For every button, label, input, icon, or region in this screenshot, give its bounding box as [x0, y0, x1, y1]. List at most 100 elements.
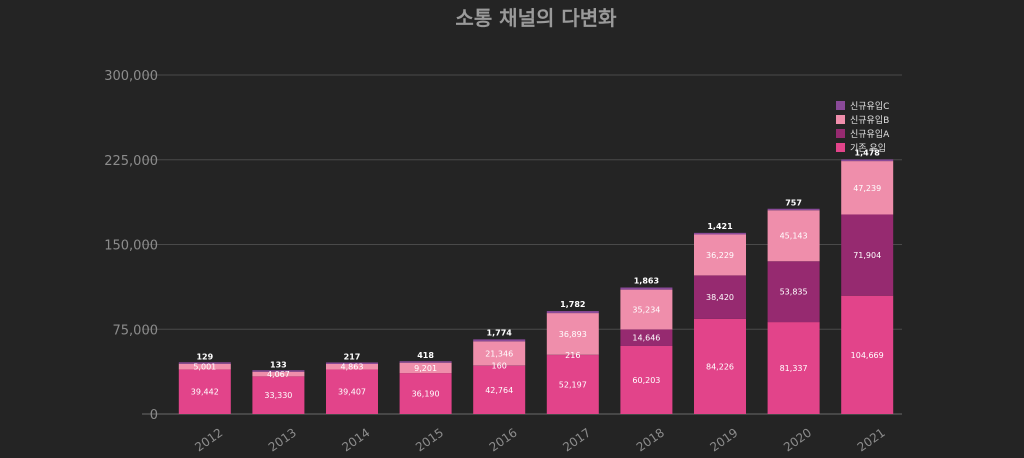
bar-segment [841, 214, 894, 296]
data-label: 36,893 [559, 330, 587, 339]
bars [178, 159, 894, 414]
bar-segment [473, 341, 526, 366]
data-label: 1,782 [560, 300, 585, 309]
legend-label: 신규유입B [850, 114, 889, 126]
data-label: 42,764 [485, 386, 513, 395]
data-labels: 39,4425,00112933,3304,06713339,4074,8632… [191, 148, 884, 400]
data-label: 36,229 [706, 251, 734, 260]
data-label: 9,201 [414, 364, 437, 373]
x-tick-label: 2015 [413, 426, 446, 455]
bar-segment [694, 318, 746, 414]
bar-segment [546, 355, 599, 414]
data-label: 14,646 [632, 334, 660, 343]
data-label: 217 [344, 353, 361, 362]
x-tick-label: 2016 [487, 426, 520, 455]
data-label: 5,001 [193, 363, 216, 372]
y-tick-label: 0 [150, 408, 158, 423]
bar-segment [252, 370, 305, 372]
x-axis: 2012 2013 2014 2015 2016 2017 2018 2019 2020 2021 [192, 426, 887, 455]
data-label: 757 [785, 198, 802, 207]
data-label: 1,774 [487, 328, 513, 337]
data-label: 104,669 [851, 351, 884, 360]
bar-segment [694, 232, 746, 235]
data-label: 36,190 [412, 390, 440, 399]
x-tick-label: 2014 [339, 426, 372, 455]
legend-swatch [836, 143, 845, 152]
chart-title: 소통 채널의 다변화 [455, 6, 617, 30]
data-label: 39,442 [191, 388, 219, 397]
bar-segment [767, 208, 820, 211]
legend: 신규유입C 신규유입B 신규유입A 기존 유입 [836, 100, 890, 154]
data-label: 1,421 [707, 222, 733, 231]
bar-segment [841, 159, 894, 162]
data-label: 60,203 [632, 376, 660, 385]
x-tick-label: 2019 [707, 426, 740, 455]
data-label: 4,067 [267, 370, 290, 379]
y-tick-label: 150,000 [104, 239, 158, 254]
bar-segment [252, 376, 305, 414]
data-label: 84,226 [706, 362, 734, 371]
bar-segment [841, 295, 894, 414]
data-label: 129 [196, 353, 213, 362]
data-label: 52,197 [559, 381, 587, 390]
legend-label: 기존 유입 [850, 142, 886, 154]
x-tick-label: 2017 [560, 426, 593, 455]
data-label: 35,234 [632, 306, 660, 315]
x-tick-label: 2021 [855, 426, 888, 455]
bar-segment [178, 362, 231, 364]
bar-segment [841, 161, 894, 215]
y-tick-label: 300,000 [104, 69, 158, 84]
bar-segment [767, 261, 820, 323]
data-label: 81,337 [780, 364, 808, 373]
data-label: 53,835 [780, 288, 808, 297]
x-tick-label: 2013 [266, 426, 299, 455]
bar-segment [620, 345, 673, 414]
data-label: 418 [417, 351, 434, 360]
bar-segment [546, 313, 599, 355]
bar-segment [399, 361, 452, 363]
data-label: 1,478 [855, 148, 881, 157]
bar-segment [620, 287, 673, 290]
x-tick-label: 2020 [781, 426, 814, 455]
bar-segment [620, 289, 673, 330]
data-label: 71,904 [853, 251, 881, 260]
bar-segment [473, 365, 526, 414]
y-tick-label: 75,000 [113, 323, 159, 338]
legend-swatch [836, 115, 845, 124]
data-label: 45,143 [780, 232, 808, 241]
bar-segment [399, 362, 452, 374]
bar-segment [326, 363, 378, 370]
bar-segment [252, 371, 305, 377]
data-label: 133 [270, 361, 287, 370]
data-label: 47,239 [853, 184, 881, 193]
bar-segment [399, 373, 452, 414]
bar-segment [546, 311, 599, 314]
data-label: 33,330 [264, 391, 292, 400]
data-label: 21,346 [485, 349, 513, 358]
data-label: 38,420 [706, 293, 734, 302]
x-tick-label: 2018 [634, 426, 667, 455]
bar-segment [620, 329, 673, 346]
data-label: 39,407 [338, 388, 366, 397]
bar-segment [178, 369, 231, 414]
legend-swatch [836, 101, 845, 110]
legend-label: 신규유입C [850, 100, 889, 112]
bar-segment [326, 369, 378, 414]
legend-swatch [836, 129, 845, 138]
bar-segment [694, 234, 746, 276]
data-label: 1,863 [634, 277, 659, 286]
data-label: 4,863 [341, 363, 364, 372]
y-tick-label: 225,000 [104, 154, 158, 169]
bar-segment [767, 210, 820, 262]
bar-segment [326, 362, 378, 364]
bar-segment [178, 363, 231, 370]
data-label: 216 [565, 351, 580, 360]
x-tick-label: 2012 [192, 426, 225, 455]
bar-segment [694, 275, 746, 319]
data-label: 160 [492, 362, 507, 371]
legend-label: 신규유입A [850, 128, 890, 140]
bar-segment [767, 322, 820, 414]
bar-segment [473, 339, 526, 342]
